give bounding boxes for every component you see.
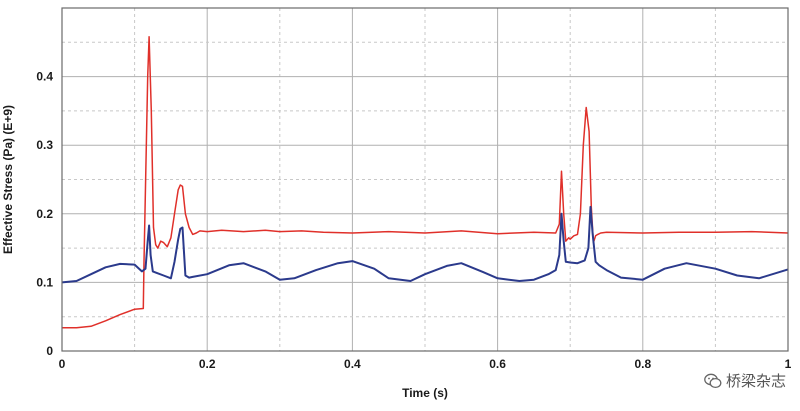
- y-axis-ticks: 0 0.1 0.2 0.3 0.4: [36, 70, 53, 358]
- x-axis-label: Time (s): [402, 386, 448, 400]
- x-tick-label: 0.8: [634, 357, 651, 371]
- x-tick-label: 0.2: [199, 357, 216, 371]
- y-axis-label: Effective Stress (Pa) (E+9): [1, 105, 15, 254]
- series-line-2: [61, 205, 789, 284]
- series-line-1: [62, 36, 789, 329]
- watermark-text: 桥梁杂志: [725, 372, 786, 390]
- y-tick-label: 0.1: [36, 275, 53, 289]
- y-tick-label: 0.2: [36, 207, 53, 221]
- x-tick-label: 0: [59, 357, 66, 371]
- watermark: 桥梁杂志: [704, 370, 786, 391]
- wechat-icon: [704, 373, 722, 388]
- grid: [61, 8, 789, 352]
- y-tick-label: 0: [46, 344, 53, 358]
- x-tick-label: 0.6: [489, 357, 506, 371]
- series-layer: [61, 36, 789, 329]
- y-tick-label: 0.3: [36, 138, 53, 152]
- x-axis-ticks: 0 0.2 0.4 0.6 0.8 1: [59, 357, 792, 371]
- x-tick-label: 0.4: [344, 357, 361, 371]
- x-tick-label: 1: [785, 357, 792, 371]
- plot-frame: [61, 7, 789, 352]
- y-tick-label: 0.4: [36, 70, 53, 84]
